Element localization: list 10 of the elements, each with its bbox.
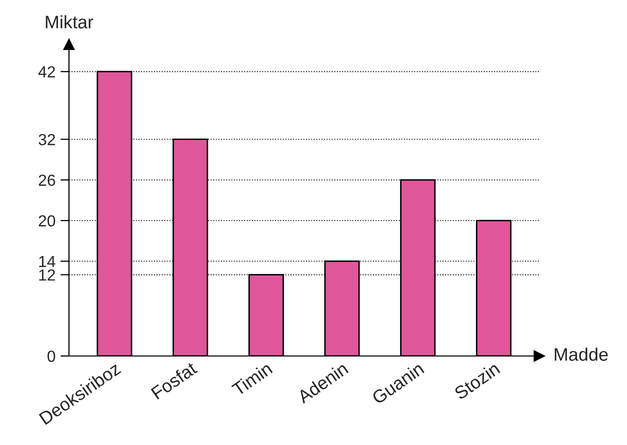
y-tick-label: 12	[39, 269, 55, 281]
y-tick-label: 42	[38, 66, 55, 78]
y-tick-label: 20	[38, 215, 56, 227]
y-tick-label: 0	[48, 350, 56, 362]
y-tick-label: 32	[38, 134, 55, 146]
y-axis-title: Miktar	[46, 15, 94, 28]
y-tick-label: 14	[39, 256, 56, 267]
y-tick-label: 26	[38, 174, 56, 186]
x-tick-label: Timin	[230, 362, 273, 396]
x-axis-title: Madde	[554, 348, 608, 361]
